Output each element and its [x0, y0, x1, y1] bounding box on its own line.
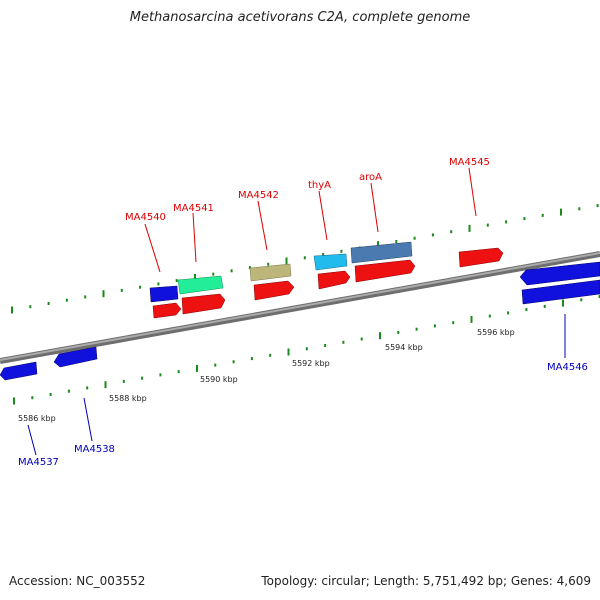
- callout-thya: [318, 190, 328, 241]
- gene-feature-ma4538[interactable]: [53, 346, 98, 368]
- backbone-highlight: [0, 252, 600, 361]
- gene-feature-red-1[interactable]: [152, 302, 182, 319]
- genome-backbone: [0, 251, 600, 364]
- scale-label-5588: 5588 kbp: [109, 394, 147, 403]
- gene-features-top: [149, 241, 504, 303]
- callouts-top: [144, 167, 477, 273]
- gene-feature-ma4546-b[interactable]: [521, 279, 600, 305]
- gene-label-thya[interactable]: thyA: [308, 180, 331, 191]
- gene-feature-ma4537[interactable]: [0, 361, 38, 381]
- callout-ma4542: [257, 200, 268, 251]
- gene-label-aroa[interactable]: aroA: [359, 172, 382, 183]
- gene-label-ma4538[interactable]: MA4538: [74, 444, 115, 455]
- scale-label-5592: 5592 kbp: [292, 359, 330, 368]
- bottom-tick-row: [13, 295, 600, 405]
- gene-feature-ma4546-a[interactable]: [519, 261, 600, 286]
- gene-label-ma4540[interactable]: MA4540: [125, 212, 166, 223]
- gene-feature-thya[interactable]: [313, 253, 348, 271]
- page-title: Methanosarcina acetivorans C2A, complete…: [129, 10, 471, 25]
- scale-labels: 5586 kbp 5588 kbp 5590 kbp 5592 kbp 5594…: [18, 328, 515, 423]
- gene-label-ma4546[interactable]: MA4546: [547, 362, 588, 373]
- accession-text: Accession: NC_003552: [9, 574, 146, 588]
- scale-label-5596: 5596 kbp: [477, 328, 515, 337]
- callout-ma4540: [144, 223, 161, 273]
- gene-features-inner: [152, 259, 416, 319]
- gene-labels-top: MA4540 MA4541 MA4542 thyA aroA MA4545: [125, 157, 490, 223]
- callout-ma4541: [192, 212, 197, 263]
- callout-aroa: [370, 182, 379, 233]
- gene-label-ma4541[interactable]: MA4541: [173, 203, 214, 214]
- gene-feature-ma4541[interactable]: [177, 275, 224, 295]
- callout-ma4545: [468, 167, 477, 217]
- gene-feature-ma4542[interactable]: [249, 263, 292, 282]
- scale-label-5586: 5586 kbp: [18, 414, 56, 423]
- gene-feature-red-5[interactable]: [354, 259, 416, 283]
- gene-labels-bottom: MA4537 MA4538 MA4546: [18, 362, 588, 468]
- gene-feature-red-3[interactable]: [253, 280, 295, 301]
- gene-feature-red-4[interactable]: [317, 270, 351, 290]
- callout-ma4538: [83, 397, 93, 442]
- genome-summary-text: Topology: circular; Length: 5,751,492 bp…: [261, 574, 591, 588]
- gene-label-ma4545[interactable]: MA4545: [449, 157, 490, 168]
- gene-feature-ma4540[interactable]: [149, 285, 179, 303]
- callouts-bottom: [27, 314, 566, 456]
- gene-label-ma4537[interactable]: MA4537: [18, 457, 59, 468]
- gene-label-ma4542[interactable]: MA4542: [238, 190, 279, 201]
- gene-feature-red-2[interactable]: [181, 293, 226, 315]
- top-tick-row: [11, 204, 599, 314]
- gene-features-bottom: [0, 261, 600, 381]
- callout-ma4537: [27, 424, 37, 456]
- scale-label-5594: 5594 kbp: [385, 343, 423, 352]
- gene-feature-aroa[interactable]: [350, 241, 413, 264]
- gene-feature-ma4545[interactable]: [458, 247, 504, 268]
- scale-label-5590: 5590 kbp: [200, 375, 238, 384]
